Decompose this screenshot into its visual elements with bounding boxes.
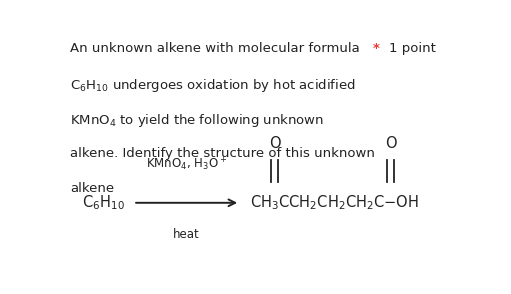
Text: C$_6$H$_{10}$: C$_6$H$_{10}$ [82,193,125,212]
Text: O: O [269,136,281,151]
Text: alkene. Identify the structure of this unknown: alkene. Identify the structure of this u… [70,147,375,160]
Text: 1 point: 1 point [388,42,435,55]
Text: heat: heat [173,228,200,241]
Text: C$_6$H$_{10}$ undergoes oxidation by hot acidified: C$_6$H$_{10}$ undergoes oxidation by hot… [70,77,356,94]
Text: KMnO$_4$, H$_3$O$^+$: KMnO$_4$, H$_3$O$^+$ [146,156,227,173]
Text: O: O [385,136,397,151]
Text: KMnO$_4$ to yield the following unknown: KMnO$_4$ to yield the following unknown [70,112,324,129]
Text: An unknown alkene with molecular formula: An unknown alkene with molecular formula [70,42,360,55]
Text: CH$_3$CCH$_2$CH$_2$CH$_2$C$-$OH: CH$_3$CCH$_2$CH$_2$CH$_2$C$-$OH [250,193,419,212]
Text: *: * [373,42,380,55]
Text: alkene: alkene [70,182,114,196]
